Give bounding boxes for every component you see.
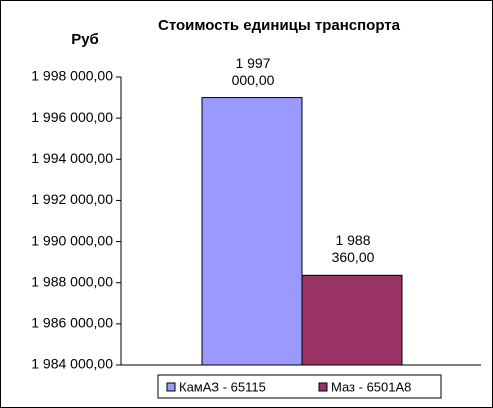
value-label: 1 988 360,00 <box>331 232 375 266</box>
y-tick-label: 1 992 000,00 <box>31 191 113 207</box>
bar <box>201 97 303 366</box>
legend-label: КамАЗ - 65115 <box>179 379 266 394</box>
y-tick-label: 1 986 000,00 <box>31 315 113 331</box>
bar <box>301 274 403 366</box>
y-tick-label: 1 988 000,00 <box>31 273 113 289</box>
value-label: 1 997 000,00 <box>231 54 275 88</box>
y-tick-label: 1 990 000,00 <box>31 232 113 248</box>
chart-title: Стоимость единицы транспорта <box>158 17 401 34</box>
legend-label: Маз - 6501А8 <box>331 379 411 394</box>
y-tick-label: 1 996 000,00 <box>31 109 113 125</box>
y-axis-label: Руб <box>71 31 99 48</box>
legend <box>157 374 442 399</box>
y-tick-label: 1 994 000,00 <box>31 150 113 166</box>
legend-swatch <box>166 382 176 392</box>
legend-swatch <box>318 382 328 392</box>
y-tick-label: 1 984 000,00 <box>31 356 113 372</box>
y-tick-label: 1 998 000,00 <box>31 68 113 84</box>
